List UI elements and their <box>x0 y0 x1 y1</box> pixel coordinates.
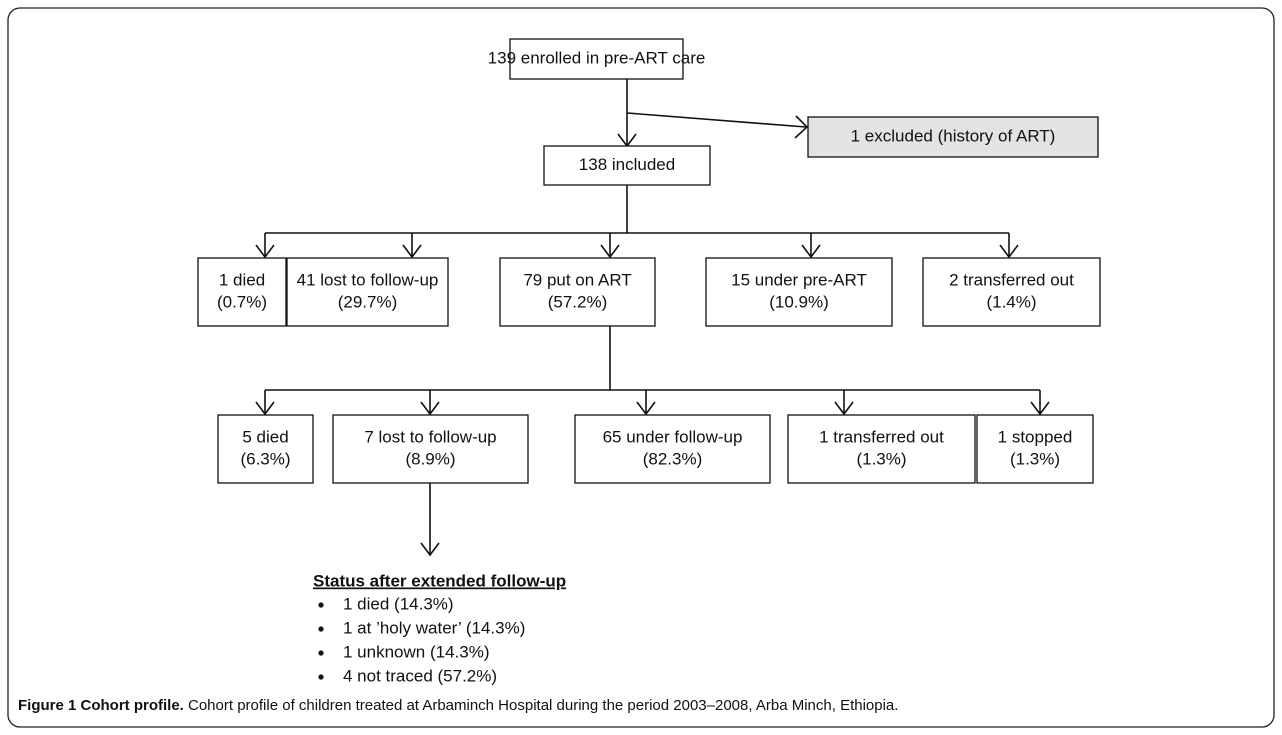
arrowhead <box>255 401 275 416</box>
node-label: 7 lost to follow-up <box>364 427 496 446</box>
node-box <box>574 414 771 484</box>
arrowhead <box>255 244 275 259</box>
arrowhead <box>600 244 620 259</box>
node-box <box>787 414 976 484</box>
node-label: 1 transferred out <box>819 427 944 446</box>
arrowhead <box>1030 401 1050 416</box>
status-item: 1 unknown (14.3%) <box>343 642 489 661</box>
node-label: 1 excluded (history of ART) <box>851 126 1056 145</box>
bullet <box>318 650 324 656</box>
node-box <box>807 116 1099 158</box>
node-box <box>922 257 1101 327</box>
status-item: 1 at ’holy water’ (14.3%) <box>343 618 525 637</box>
node-box <box>976 414 1094 484</box>
node-label: 2 transferred out <box>949 270 1074 289</box>
boxes: 139 enrolled in pre-ART care 1 excluded (… <box>197 38 1101 484</box>
arrowhead <box>420 542 440 557</box>
bullet <box>318 674 324 680</box>
node-box <box>705 257 893 327</box>
node-label: 5 died <box>242 427 288 446</box>
node-label: (1.3%) <box>1010 449 1060 468</box>
arrowhead <box>420 401 440 416</box>
node-box <box>217 414 314 484</box>
node-label: 1 stopped <box>998 427 1073 446</box>
connector <box>626 112 807 128</box>
node-label: 138 included <box>579 155 675 174</box>
node-label: (1.3%) <box>856 449 906 468</box>
arrowhead <box>834 401 854 416</box>
node-label: 15 under pre-ART <box>731 270 867 289</box>
node-box <box>286 257 449 327</box>
node-label: (29.7%) <box>338 292 398 311</box>
node-label: (57.2%) <box>548 292 608 311</box>
status-item: 4 not traced (57.2%) <box>343 666 497 685</box>
node-label: 41 lost to follow-up <box>297 270 439 289</box>
status-title: Status after extended follow-up <box>313 571 566 590</box>
node-label: 1 died <box>219 270 265 289</box>
arrowhead <box>999 244 1019 259</box>
bullet <box>318 626 324 632</box>
node-label: 139 enrolled in pre-ART care <box>488 48 706 67</box>
node-label: (8.9%) <box>405 449 455 468</box>
node-label: (82.3%) <box>643 449 703 468</box>
node-box <box>509 38 684 80</box>
node-label: (1.4%) <box>986 292 1036 311</box>
node-label: 65 under follow-up <box>603 427 743 446</box>
bullet <box>318 602 324 608</box>
node-box <box>332 414 529 484</box>
frame <box>7 7 1275 728</box>
connectors <box>255 79 1050 557</box>
node-box <box>543 145 711 186</box>
status-list: 1 died (14.3%) 1 at ’holy water’ (14.3%) 1… <box>318 594 525 685</box>
caption: Figure 1 Cohort profile. Cohort profile … <box>18 697 898 714</box>
arrowhead <box>402 244 422 259</box>
status-item: 1 died (14.3%) <box>343 594 454 613</box>
caption-text: Cohort profile of children treated at Ar… <box>184 697 899 714</box>
caption-label: Figure 1 Cohort profile. <box>18 697 184 714</box>
arrowhead <box>794 115 809 139</box>
node-box <box>499 257 656 327</box>
arrowhead <box>801 244 821 259</box>
node-label: (10.9%) <box>769 292 829 311</box>
node-label: (6.3%) <box>240 449 290 468</box>
node-label: (0.7%) <box>217 292 267 311</box>
node-box <box>197 257 287 327</box>
arrowhead <box>636 401 656 416</box>
node-label: 79 put on ART <box>523 270 631 289</box>
